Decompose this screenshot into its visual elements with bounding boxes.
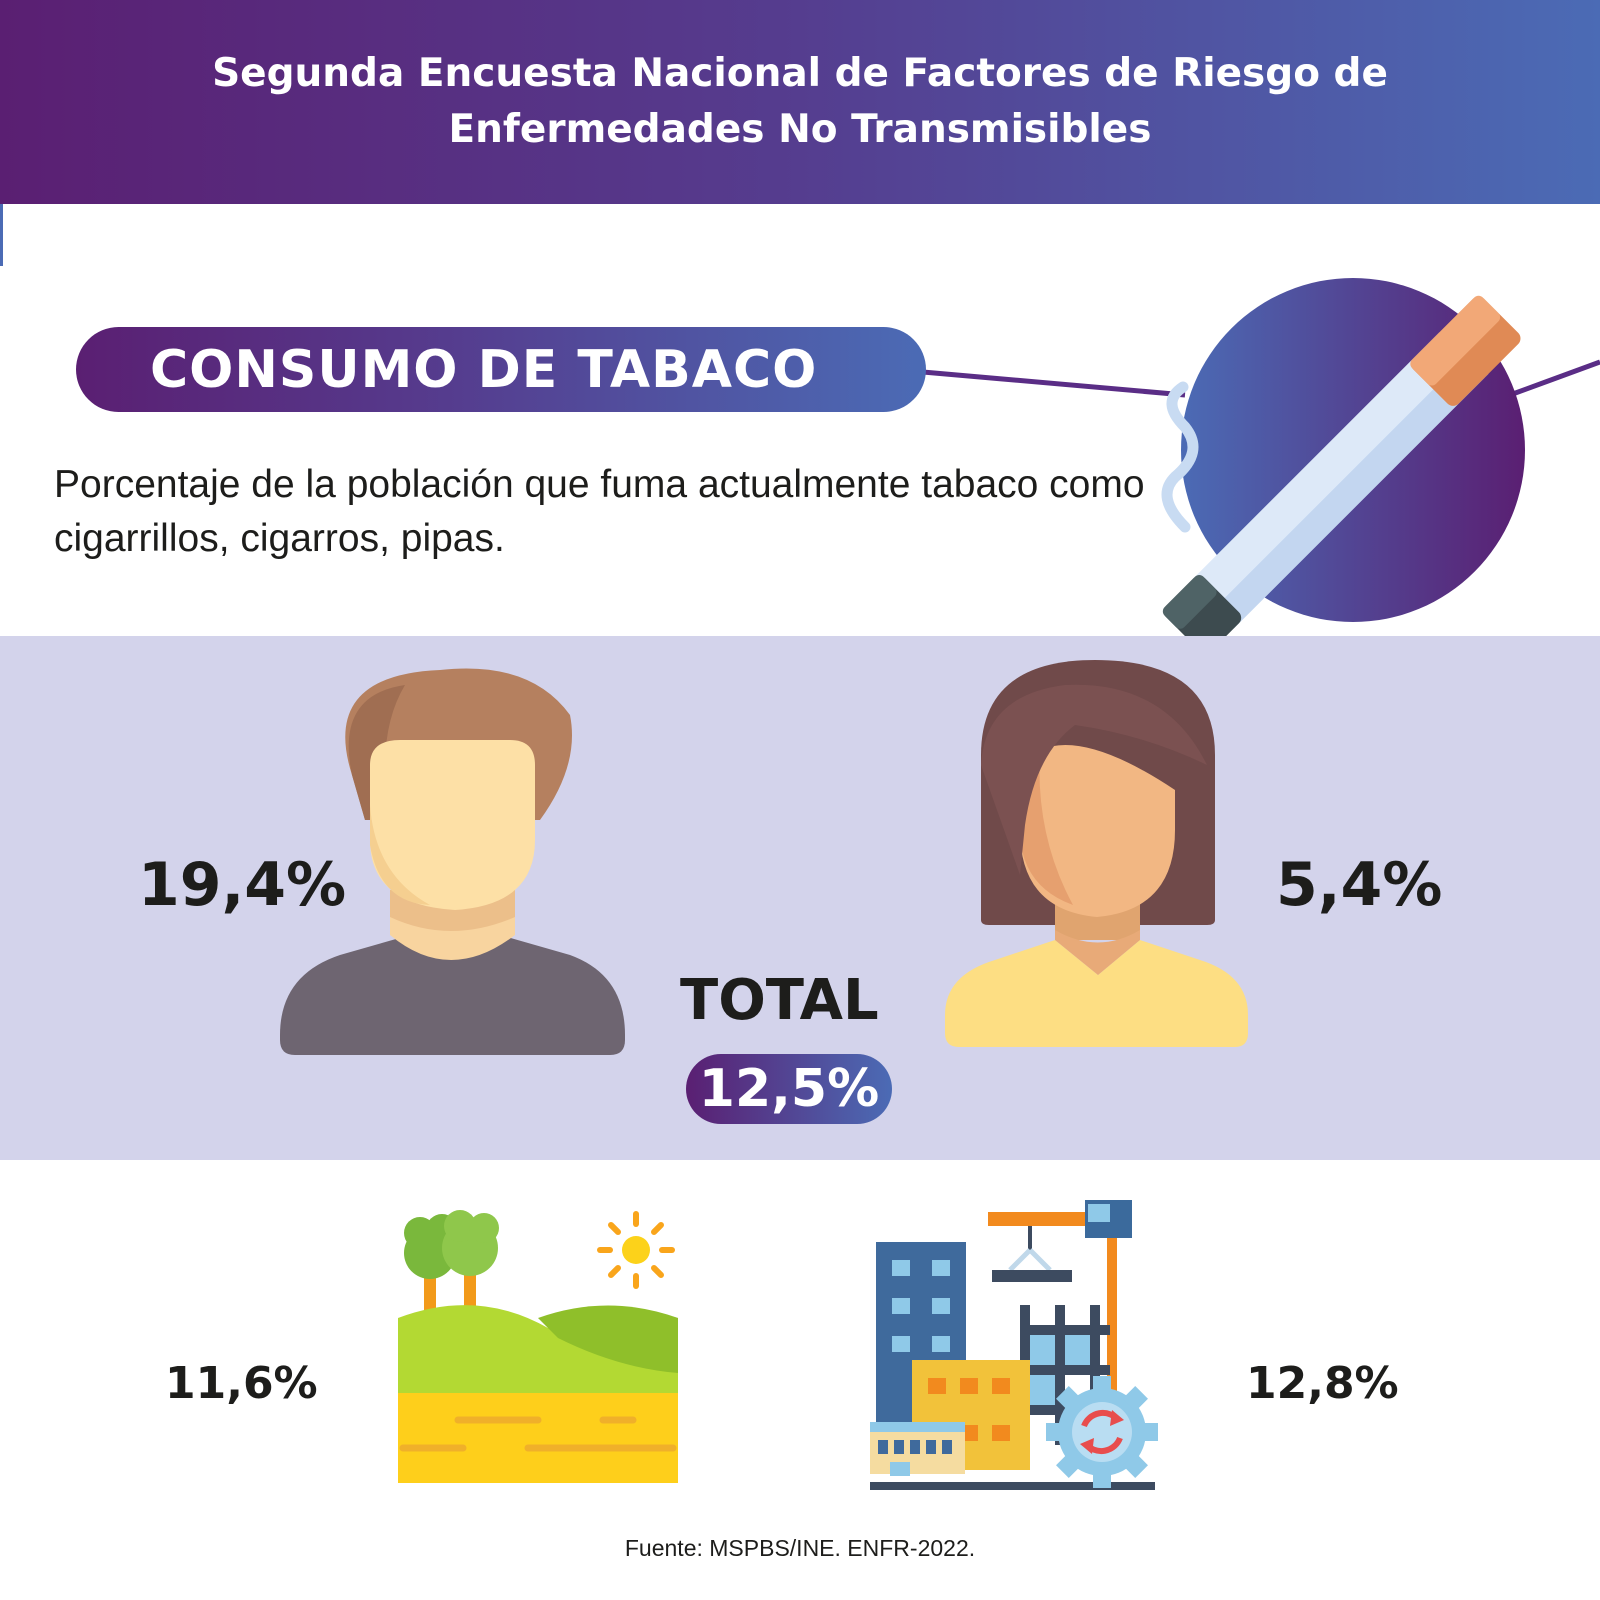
page-title: Segunda Encuesta Nacional de Factores de… — [212, 51, 1388, 152]
men-percentage: 19,4% — [138, 850, 347, 920]
source-note: Fuente: MSPBS/INE. ENFR-2022. — [624, 1535, 976, 1561]
rural-landscape-icon — [398, 1210, 678, 1483]
cigarette-icon — [1161, 278, 1525, 637]
total-value-pill: 12,5% — [686, 1054, 892, 1124]
urban-city-icon — [870, 1200, 1158, 1490]
left-accent-bar — [0, 204, 3, 266]
women-percentage: 5,4% — [1276, 850, 1443, 920]
total-value: 12,5% — [698, 1059, 880, 1119]
section-description: Porcentaje de la población que fuma actu… — [54, 463, 1145, 560]
urban-percentage: 12,8% — [1246, 1358, 1399, 1409]
section-title-pill: CONSUMO DE TABACO — [76, 327, 926, 412]
section-title: CONSUMO DE TABACO — [150, 339, 818, 400]
man-icon — [280, 668, 625, 1055]
total-label: TOTAL — [680, 968, 879, 1033]
header-banner: Segunda Encuesta Nacional de Factores de… — [0, 0, 1600, 204]
woman-icon — [945, 660, 1248, 1047]
rural-percentage: 11,6% — [165, 1358, 318, 1409]
